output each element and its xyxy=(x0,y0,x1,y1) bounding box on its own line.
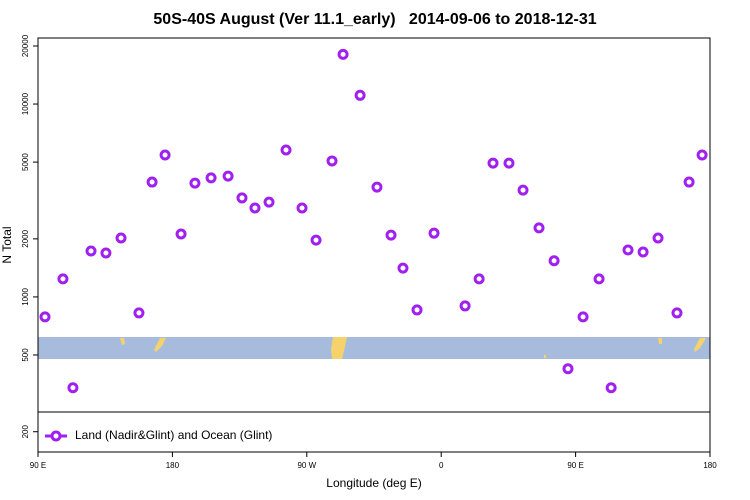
data-point xyxy=(548,255,560,267)
data-point xyxy=(487,157,499,169)
data-point xyxy=(428,227,440,239)
data-point xyxy=(637,246,649,258)
chart-title: 50S-40S August (Ver 11.1_early) 2014-09-… xyxy=(153,11,596,28)
y-tick-label: 500 xyxy=(21,348,30,362)
legend-marker xyxy=(50,430,62,442)
data-point xyxy=(57,273,69,285)
data-point xyxy=(115,232,127,244)
data-point xyxy=(371,181,383,193)
data-point xyxy=(39,311,51,323)
data-point xyxy=(249,202,261,214)
data-point xyxy=(577,311,589,323)
data-point xyxy=(411,304,423,316)
data-point xyxy=(100,247,112,259)
data-point xyxy=(622,244,634,256)
y-tick-label: 10000 xyxy=(21,92,30,115)
legend-label: Land (Nadir&Glint) and Ocean (Glint) xyxy=(75,428,272,442)
y-tick-label: 2000 xyxy=(21,229,30,247)
x-tick-label: 90 W xyxy=(297,461,316,470)
map-strip xyxy=(38,337,710,359)
data-point xyxy=(175,228,187,240)
data-point xyxy=(473,273,485,285)
data-point xyxy=(326,155,338,167)
data-point xyxy=(517,184,529,196)
data-point xyxy=(652,232,664,244)
data-point xyxy=(533,222,545,234)
data-point xyxy=(385,229,397,241)
data-point xyxy=(67,382,79,394)
data-point xyxy=(671,307,683,319)
data-point xyxy=(222,170,234,182)
data-point xyxy=(133,307,145,319)
data-point xyxy=(296,202,308,214)
data-point xyxy=(503,157,515,169)
data-point xyxy=(189,177,201,189)
data-point xyxy=(593,273,605,285)
data-point xyxy=(263,196,275,208)
legend-box xyxy=(37,411,711,453)
y-axis-title: N Total xyxy=(0,226,14,263)
x-tick-label: 90 E xyxy=(30,461,46,470)
x-tick-label: 90 E xyxy=(567,461,583,470)
data-point xyxy=(696,149,708,161)
data-point xyxy=(459,300,471,312)
x-tick-label: 0 xyxy=(439,461,444,470)
legend: Land (Nadir&Glint) and Ocean (Glint) xyxy=(37,411,711,453)
data-point xyxy=(354,89,366,101)
y-tick-label: 200 xyxy=(21,425,30,439)
data-point xyxy=(159,149,171,161)
x-axis-title: Longitude (deg E) xyxy=(326,476,421,490)
data-point xyxy=(683,176,695,188)
x-tick-label: 180 xyxy=(166,461,180,470)
y-tick-label: 5000 xyxy=(21,153,30,171)
data-point xyxy=(605,382,617,394)
data-point xyxy=(280,144,292,156)
data-point xyxy=(397,262,409,274)
data-point xyxy=(146,176,158,188)
y-tick-label: 1000 xyxy=(21,287,30,305)
x-tick-label: 180 xyxy=(703,461,717,470)
data-point xyxy=(236,192,248,204)
data-point xyxy=(85,245,97,257)
y-tick-label: 20000 xyxy=(21,34,30,57)
data-point xyxy=(562,363,574,375)
data-point xyxy=(205,172,217,184)
data-point xyxy=(337,48,349,60)
data-point xyxy=(310,234,322,246)
